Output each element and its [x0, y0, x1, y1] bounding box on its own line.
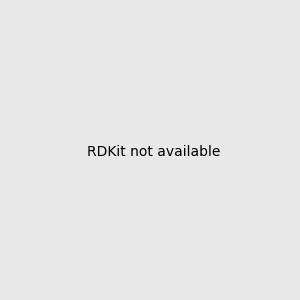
Text: RDKit not available: RDKit not available — [87, 145, 220, 158]
